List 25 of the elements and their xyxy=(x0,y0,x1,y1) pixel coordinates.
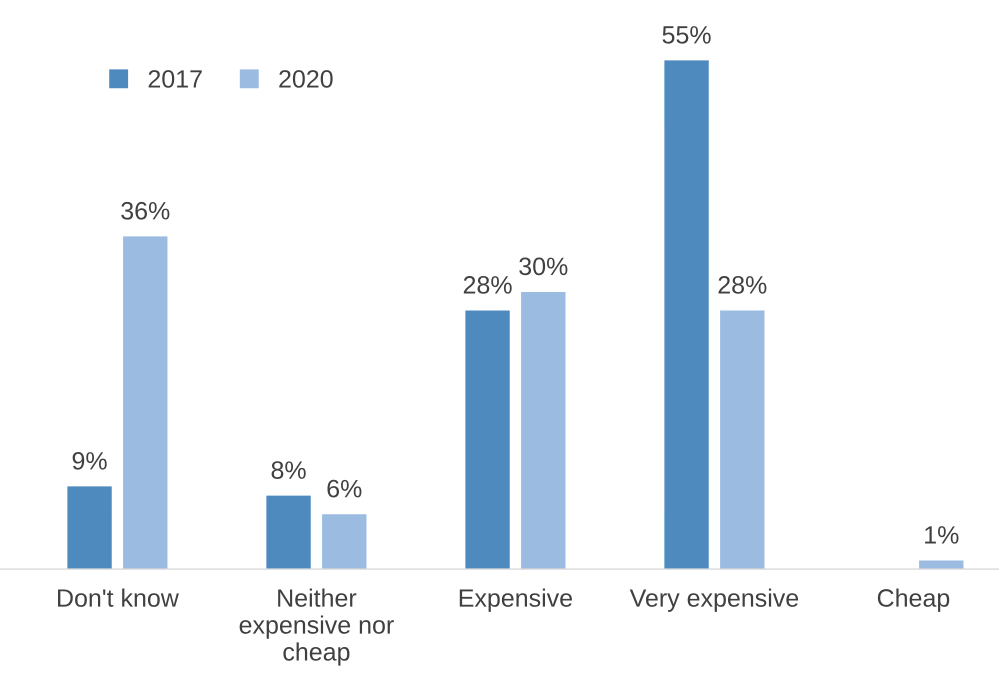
data-label: 28% xyxy=(464,276,512,294)
data-label: 55% xyxy=(662,26,711,44)
data-label: 6% xyxy=(327,480,362,498)
bar xyxy=(66,485,114,570)
data-label: 28% xyxy=(718,276,766,294)
data-label: 1% xyxy=(925,526,958,544)
bar xyxy=(718,309,766,570)
data-label: 30% xyxy=(519,257,568,276)
bar xyxy=(520,290,567,570)
bar xyxy=(464,309,512,570)
x-tick-label: Cheap xyxy=(878,588,950,612)
bar xyxy=(918,559,965,570)
data-label: 36% xyxy=(121,202,170,220)
data-label: 8% xyxy=(272,461,306,479)
bar xyxy=(662,59,710,570)
bar xyxy=(264,494,312,570)
x-tick-label: Neither expensive nor cheap xyxy=(240,588,394,666)
x-tick-label: Expensive xyxy=(460,588,572,612)
bar xyxy=(320,512,368,570)
x-tick-label: Very expensive xyxy=(630,588,798,612)
legend-label: 2020 xyxy=(279,70,333,88)
x-tick-label: Don't know xyxy=(58,588,179,607)
legend-label: 2017 xyxy=(148,70,202,88)
data-label: 9% xyxy=(72,452,107,470)
bar xyxy=(122,234,169,570)
